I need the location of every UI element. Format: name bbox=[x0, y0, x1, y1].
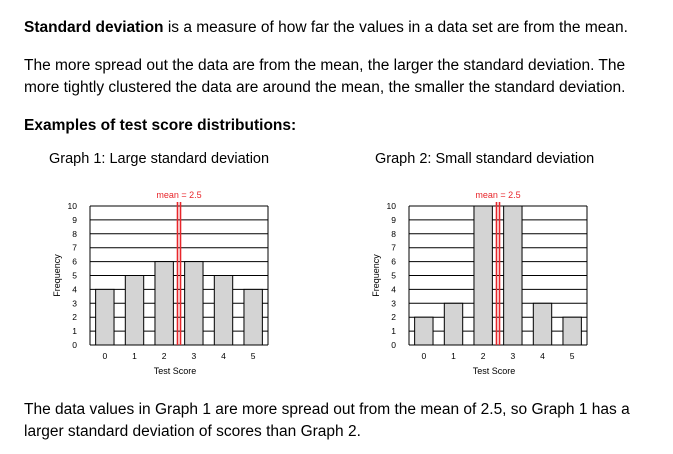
x-tick-label: 4 bbox=[221, 351, 226, 361]
bar bbox=[473, 205, 493, 346]
definition-paragraph: Standard deviation is a measure of how f… bbox=[24, 17, 664, 39]
y-tick-label: 5 bbox=[391, 271, 396, 281]
x-tick-label: 1 bbox=[451, 351, 456, 361]
x-axis-label: Test Score bbox=[154, 366, 197, 376]
y-tick-label: 3 bbox=[72, 298, 77, 308]
y-tick-label: 9 bbox=[72, 215, 77, 225]
x-tick-label: 0 bbox=[421, 351, 426, 361]
bar bbox=[503, 205, 523, 346]
examples-heading: Examples of test score distributions: bbox=[24, 117, 297, 134]
x-tick-label: 3 bbox=[510, 351, 515, 361]
y-tick-label: 9 bbox=[391, 215, 396, 225]
bar bbox=[95, 288, 115, 346]
y-tick-label: 7 bbox=[72, 243, 77, 253]
y-tick-label: 0 bbox=[391, 340, 396, 350]
mean-label: mean = 2.5 bbox=[475, 190, 520, 200]
definition-text: is a measure of how far the values in a … bbox=[163, 19, 628, 36]
x-tick-label: 1 bbox=[132, 351, 137, 361]
x-tick-label: 4 bbox=[540, 351, 545, 361]
y-tick-label: 1 bbox=[391, 326, 396, 336]
y-tick-label: 0 bbox=[72, 340, 77, 350]
graph-2-chart: 0 1 2 3 4 5 6 7 8 9 10 0 1 2 3 4 5 mean = 2.5 Test Score Fr… bbox=[371, 190, 588, 376]
x-tick-label: 2 bbox=[481, 351, 486, 361]
y-tick-label: 10 bbox=[68, 201, 78, 211]
x-tick-label: 0 bbox=[102, 351, 107, 361]
spread-paragraph: The more spread out the data are from th… bbox=[24, 57, 626, 96]
y-tick-label: 4 bbox=[72, 284, 77, 294]
bar bbox=[532, 302, 553, 346]
definition-term: Standard deviation bbox=[24, 19, 164, 36]
x-tick-label: 3 bbox=[191, 351, 196, 361]
bar bbox=[213, 275, 234, 346]
bar bbox=[154, 261, 174, 346]
graph-1-chart: 0 1 2 3 4 5 6 7 8 9 10 0 1 2 3 4 5 mean = 2.5 Test Score Fr… bbox=[52, 190, 269, 376]
x-tick-label: 5 bbox=[251, 351, 256, 361]
y-tick-label: 6 bbox=[72, 257, 77, 267]
x-tick-label: 5 bbox=[570, 351, 575, 361]
y-tick-label: 5 bbox=[72, 271, 77, 281]
y-tick-label: 3 bbox=[391, 298, 396, 308]
y-tick-label: 8 bbox=[391, 229, 396, 239]
y-tick-label: 6 bbox=[391, 257, 396, 267]
graph-2-title: Graph 2: Small standard deviation bbox=[375, 151, 595, 167]
conclusion-paragraph: The data values in Graph 1 are more spre… bbox=[24, 401, 630, 440]
y-axis-label: Frequency bbox=[52, 254, 62, 297]
bar bbox=[443, 302, 464, 346]
graph-1-title: Graph 1: Large standard deviation bbox=[49, 151, 270, 167]
x-axis-label: Test Score bbox=[473, 366, 516, 376]
y-tick-label: 2 bbox=[72, 312, 77, 322]
bar bbox=[124, 275, 145, 346]
bar bbox=[184, 261, 204, 346]
mean-label: mean = 2.5 bbox=[156, 190, 201, 200]
y-tick-label: 1 bbox=[72, 326, 77, 336]
y-axis-label: Frequency bbox=[371, 254, 381, 297]
y-tick-label: 8 bbox=[72, 229, 77, 239]
y-tick-label: 10 bbox=[387, 201, 397, 211]
bar bbox=[414, 316, 434, 346]
y-tick-label: 7 bbox=[391, 243, 396, 253]
y-tick-label: 4 bbox=[391, 284, 396, 294]
y-tick-label: 2 bbox=[391, 312, 396, 322]
bar bbox=[243, 288, 263, 346]
x-tick-label: 2 bbox=[162, 351, 167, 361]
bar bbox=[562, 316, 582, 346]
